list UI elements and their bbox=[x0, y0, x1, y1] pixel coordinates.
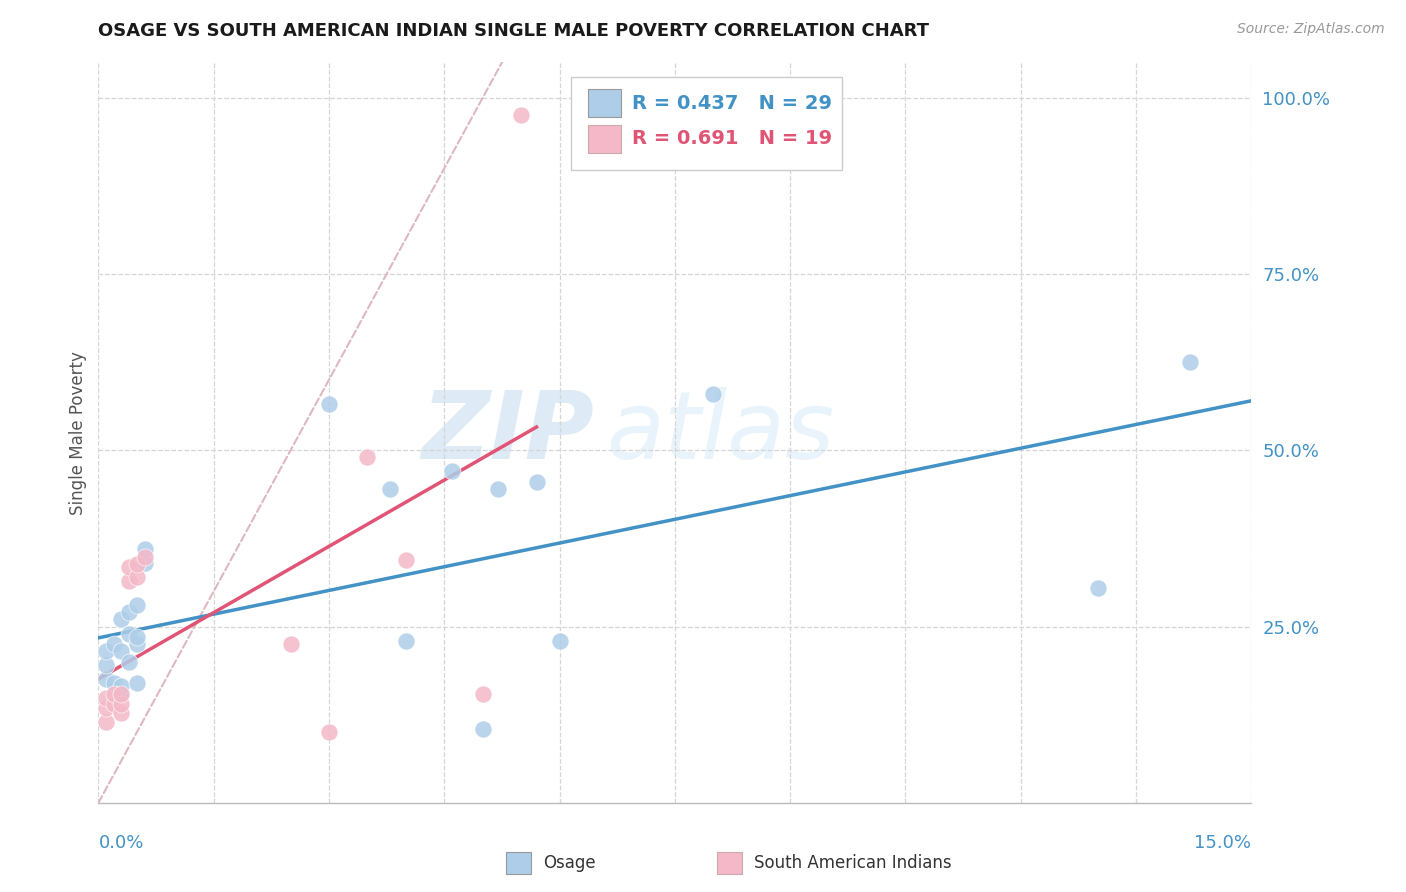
Point bbox=[110, 644, 132, 658]
Point bbox=[110, 680, 132, 694]
Point bbox=[395, 552, 418, 566]
Point bbox=[510, 108, 533, 122]
Point bbox=[94, 658, 117, 673]
Point bbox=[125, 599, 148, 613]
Point bbox=[1178, 355, 1201, 369]
Point bbox=[118, 606, 141, 620]
Text: R = 0.437   N = 29: R = 0.437 N = 29 bbox=[633, 94, 832, 112]
Text: Osage: Osage bbox=[543, 854, 595, 871]
Point bbox=[702, 387, 724, 401]
Text: Source: ZipAtlas.com: Source: ZipAtlas.com bbox=[1237, 22, 1385, 37]
Point bbox=[318, 725, 340, 739]
Point bbox=[118, 626, 141, 640]
Point bbox=[110, 686, 132, 700]
FancyBboxPatch shape bbox=[588, 125, 620, 153]
Point bbox=[526, 475, 548, 489]
Point bbox=[318, 397, 340, 411]
Point bbox=[110, 697, 132, 711]
Point bbox=[380, 482, 402, 496]
Point bbox=[395, 633, 418, 648]
Point bbox=[471, 722, 494, 736]
Point bbox=[103, 637, 125, 651]
Point bbox=[125, 570, 148, 584]
Text: atlas: atlas bbox=[606, 387, 834, 478]
Text: 0.0%: 0.0% bbox=[98, 834, 143, 852]
Point bbox=[125, 630, 148, 644]
Point bbox=[103, 676, 125, 690]
Text: ZIP: ZIP bbox=[422, 386, 595, 479]
Point bbox=[548, 633, 571, 648]
Point bbox=[110, 612, 132, 626]
Y-axis label: Single Male Poverty: Single Male Poverty bbox=[69, 351, 87, 515]
FancyBboxPatch shape bbox=[588, 89, 620, 117]
FancyBboxPatch shape bbox=[571, 78, 842, 169]
Point bbox=[486, 482, 509, 496]
Point bbox=[134, 541, 156, 556]
Point bbox=[110, 706, 132, 720]
Text: R = 0.691   N = 19: R = 0.691 N = 19 bbox=[633, 129, 832, 148]
Point bbox=[356, 450, 378, 465]
Text: 15.0%: 15.0% bbox=[1194, 834, 1251, 852]
Point bbox=[125, 676, 148, 690]
Point bbox=[94, 714, 117, 729]
Point bbox=[118, 559, 141, 574]
Point bbox=[94, 700, 117, 714]
Point bbox=[1087, 581, 1109, 595]
Text: South American Indians: South American Indians bbox=[754, 854, 952, 871]
Point bbox=[94, 644, 117, 658]
Point bbox=[471, 686, 494, 700]
Point bbox=[134, 556, 156, 570]
Point bbox=[440, 464, 463, 478]
Point bbox=[103, 686, 125, 700]
Point bbox=[94, 673, 117, 687]
Point bbox=[118, 574, 141, 588]
Point bbox=[118, 655, 141, 669]
Point bbox=[134, 550, 156, 565]
Point bbox=[110, 686, 132, 700]
Point bbox=[125, 558, 148, 572]
Point bbox=[94, 691, 117, 706]
Point bbox=[280, 637, 302, 651]
Text: OSAGE VS SOUTH AMERICAN INDIAN SINGLE MALE POVERTY CORRELATION CHART: OSAGE VS SOUTH AMERICAN INDIAN SINGLE MA… bbox=[98, 22, 929, 40]
Point bbox=[103, 697, 125, 711]
Point bbox=[125, 637, 148, 651]
